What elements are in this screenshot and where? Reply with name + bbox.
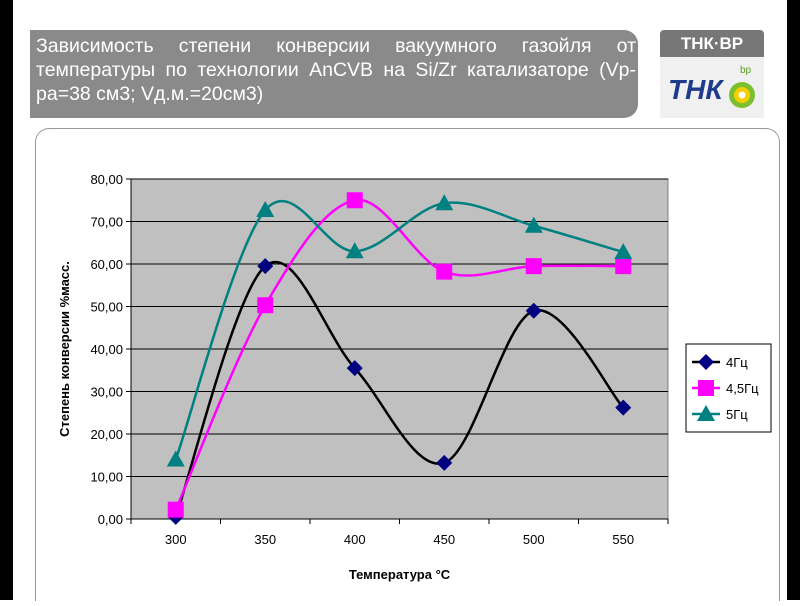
logo-emblem-icon: ТНК bp bbox=[668, 65, 755, 108]
data-point bbox=[436, 263, 453, 280]
title-band bbox=[30, 30, 638, 118]
y-tick-label: 10,00 bbox=[90, 470, 123, 485]
data-point bbox=[524, 216, 543, 233]
y-tick-label: 20,00 bbox=[90, 427, 123, 442]
logo-wordmark: ТНК·ВР bbox=[660, 30, 764, 57]
legend-label: 4,5Гц bbox=[726, 381, 759, 396]
data-point bbox=[166, 450, 185, 467]
y-axis-label: Степень конверсии %масс. bbox=[57, 261, 72, 437]
data-point bbox=[345, 242, 364, 259]
legend-swatch-marker bbox=[698, 380, 714, 396]
x-tick-label: 350 bbox=[254, 532, 276, 547]
y-axis-ticks: 0,00 10,00 20,00 30,00 40,00 50,00 60,00 70,00 8… bbox=[90, 172, 132, 527]
data-point bbox=[346, 192, 363, 209]
x-tick-label: 500 bbox=[523, 532, 545, 547]
y-tick-label: 60,00 bbox=[90, 257, 123, 272]
right-border bbox=[787, 0, 800, 600]
x-tick-label: 550 bbox=[612, 532, 634, 547]
svg-text:ТНК: ТНК bbox=[668, 74, 724, 105]
legend-swatch-marker bbox=[697, 405, 715, 421]
x-tick-label: 400 bbox=[344, 532, 366, 547]
legend-label: 5Гц bbox=[726, 407, 748, 422]
y-tick-label: 50,00 bbox=[90, 300, 123, 315]
slide-title: Зависимость степени конверсии вакуумного… bbox=[36, 35, 636, 105]
y-tick-label: 40,00 bbox=[90, 342, 123, 357]
data-point bbox=[346, 360, 363, 377]
data-point bbox=[435, 194, 454, 211]
data-point bbox=[614, 243, 633, 260]
data-point bbox=[257, 297, 274, 314]
left-border bbox=[0, 0, 13, 600]
data-point bbox=[167, 501, 184, 518]
series-markers bbox=[166, 192, 633, 525]
svg-text:bp: bp bbox=[740, 65, 752, 76]
data-point bbox=[525, 302, 542, 319]
x-tick-label: 450 bbox=[433, 532, 455, 547]
chart: 0,00 10,00 20,00 30,00 40,00 50,00 60,00 70,00 8… bbox=[57, 172, 772, 582]
tnk-bp-logo: ТНК·ВР ТНК bp bbox=[660, 30, 764, 118]
y-tick-label: 70,00 bbox=[90, 215, 123, 230]
data-point bbox=[615, 399, 632, 416]
x-tick-label: 300 bbox=[165, 532, 187, 547]
legend-swatch-marker bbox=[698, 354, 714, 370]
chart-panel: 0,00 10,00 20,00 30,00 40,00 50,00 60,00 70,00 8… bbox=[35, 128, 780, 601]
legend-label: 4Гц bbox=[726, 355, 748, 370]
x-axis-ticks: 300 350 400 450 500 550 bbox=[130, 518, 669, 547]
y-tick-label: 80,00 bbox=[90, 172, 123, 187]
data-point bbox=[256, 201, 275, 218]
data-point bbox=[257, 258, 274, 275]
x-axis-label: Температура °C bbox=[349, 567, 451, 582]
y-tick-label: 0,00 bbox=[98, 512, 123, 527]
y-tick-label: 30,00 bbox=[90, 385, 123, 400]
legend: 4Гц 4,5Гц 5Гц bbox=[685, 343, 772, 433]
data-point bbox=[525, 258, 542, 275]
data-point bbox=[436, 454, 453, 471]
data-point bbox=[615, 258, 632, 275]
